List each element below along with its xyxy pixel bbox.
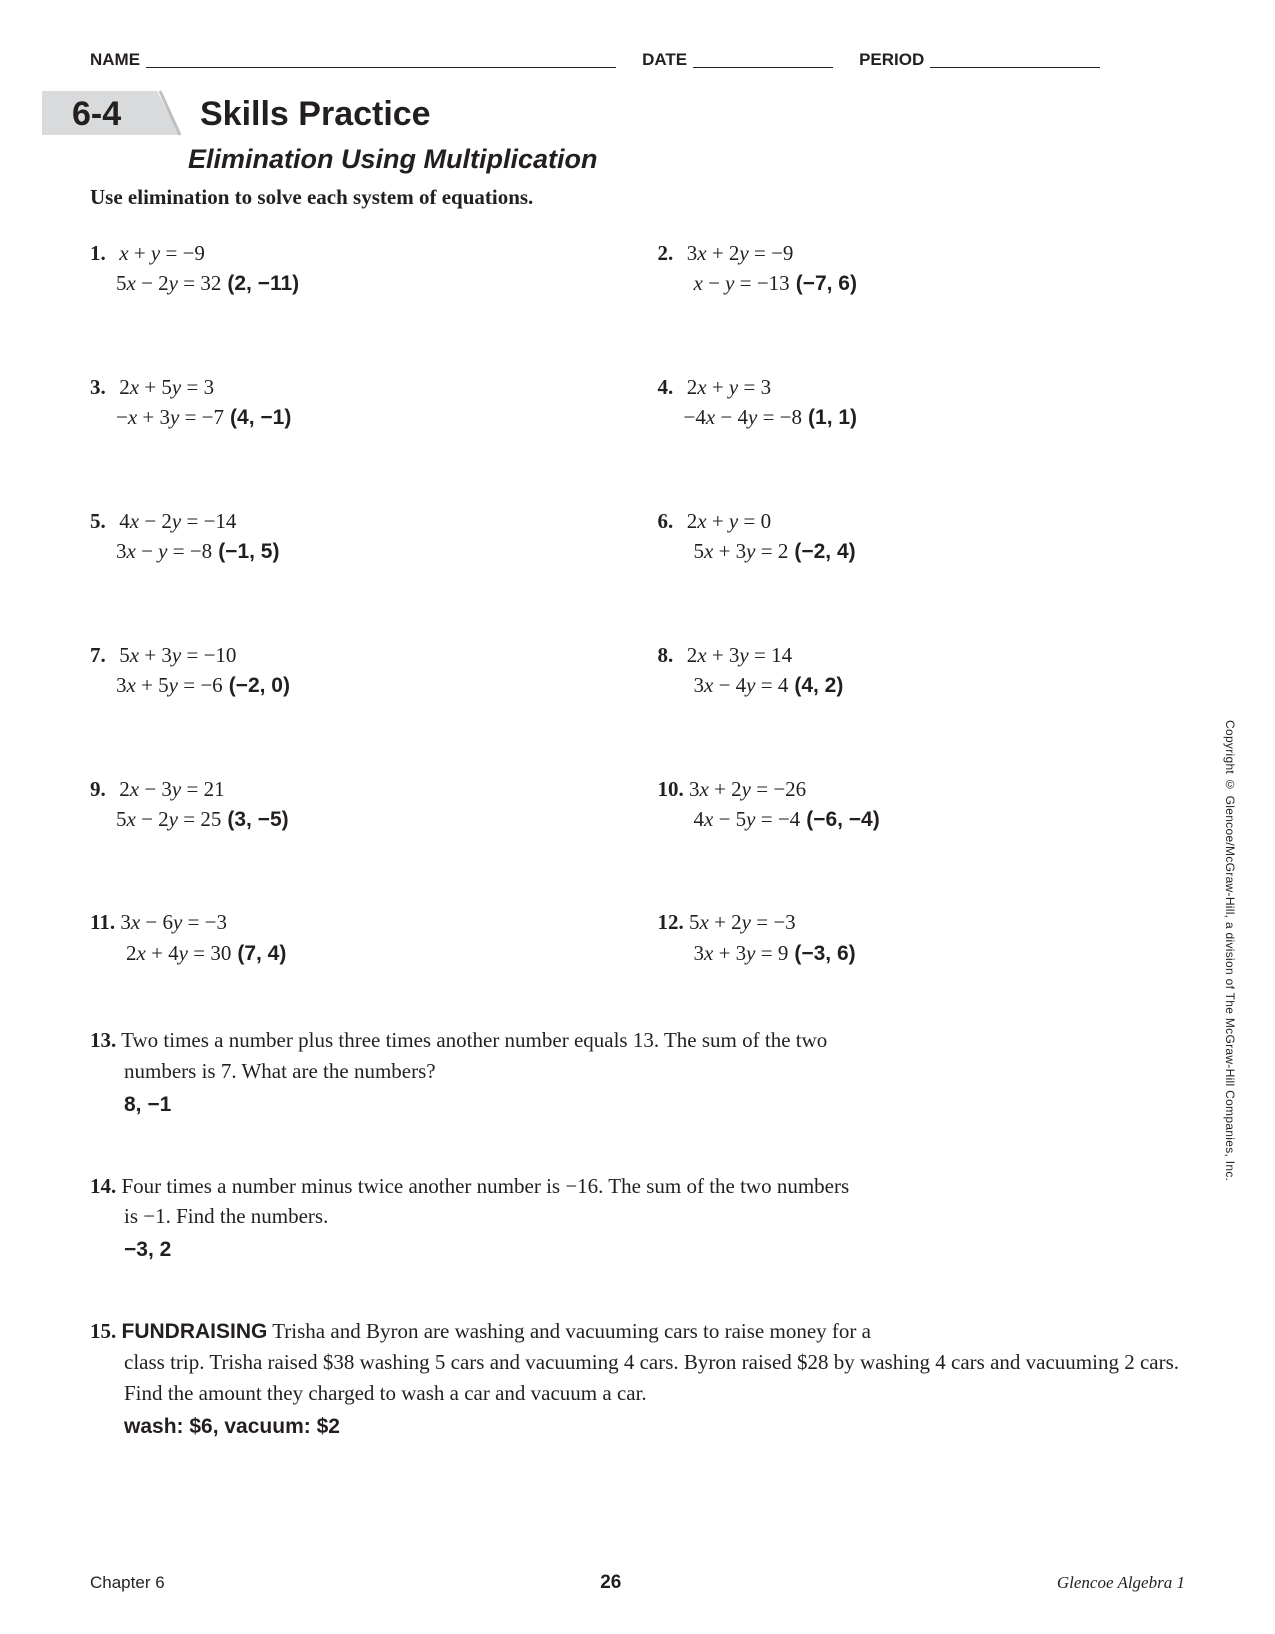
answer: (−1, 5)	[218, 540, 279, 563]
equation-2: 5x − 2y = 25	[116, 807, 221, 831]
answer: (−6, −4)	[806, 808, 880, 831]
equation-1: 5x + 3y = −10	[119, 643, 236, 667]
equation-1: 2x − 3y = 21	[119, 777, 224, 801]
problem-number: 3.	[90, 372, 114, 402]
problem-text-rest: is −1. Find the numbers.	[90, 1201, 1185, 1231]
equation-2: 3x + 3y = 9	[694, 941, 789, 965]
problem-number: 15.	[90, 1316, 116, 1346]
word-problem: 13. Two times a number plus three times …	[90, 1025, 1185, 1120]
problems-grid: 1. x + y = −9 5x − 2y = 32 (2, −11) 2. 3x +…	[90, 238, 1185, 969]
word-problem: 14. Four times a number minus twice anot…	[90, 1171, 1185, 1266]
equation-2: −x + 3y = −7	[116, 405, 224, 429]
answer: −3, 2	[90, 1235, 1185, 1265]
problem-number: 1.	[90, 238, 114, 268]
problem: 11. 3x − 6y = −3 2x + 4y = 30 (7, 4)	[90, 907, 618, 969]
lesson-number: 6-4	[72, 95, 121, 133]
equation-1: 2x + 3y = 14	[687, 643, 792, 667]
copyright-notice: Copyright © Glencoe/McGraw-Hill, a divis…	[1223, 720, 1237, 1181]
answer: (7, 4)	[237, 942, 286, 965]
answer: (−3, 6)	[794, 942, 855, 965]
lesson-title: Skills Practice	[200, 95, 431, 133]
problem-text-rest: class trip. Trisha raised $38 washing 5 …	[90, 1347, 1185, 1408]
lesson-subtitle: Elimination Using Multiplication	[188, 144, 1185, 175]
problem-number: 4.	[658, 372, 682, 402]
equation-2: 3x + 5y = −6	[116, 673, 223, 697]
problem-text-rest: numbers is 7. What are the numbers?	[90, 1056, 1185, 1086]
problem: 5. 4x − 2y = −14 3x − y = −8 (−1, 5)	[90, 506, 618, 568]
lesson-banner: 6-4 Skills Practice	[42, 88, 1185, 138]
problem-text-line1: Two times a number plus three times anot…	[121, 1028, 827, 1052]
answer: 8, −1	[90, 1090, 1185, 1120]
problem: 4. 2x + y = 3 −4x − 4y = −8(1, 1)	[658, 372, 1186, 434]
answer: (2, −11)	[227, 272, 299, 295]
equation-2: 2x + 4y = 30	[126, 941, 231, 965]
problem-number: 10.	[658, 774, 684, 804]
equation-2: −4x − 4y = −8	[684, 405, 803, 429]
equation-1: 2x + y = 3	[687, 375, 771, 399]
equation-1: 2x + 5y = 3	[119, 375, 214, 399]
problem: 2. 3x + 2y = −9 x − y = −13 (−7, 6)	[658, 238, 1186, 300]
answer: (4, 2)	[794, 674, 843, 697]
equation-2: 5x − 2y = 32	[116, 271, 221, 295]
problem-number: 9.	[90, 774, 114, 804]
problem-heading: FUNDRAISING	[122, 1320, 268, 1343]
problem-number: 6.	[658, 506, 682, 536]
problem-number: 5.	[90, 506, 114, 536]
answer: (−7, 6)	[796, 272, 857, 295]
answer: wash: $6, vacuum: $2	[90, 1412, 1185, 1442]
problem: 10. 3x + 2y = −26 4x − 5y = −4(−6, −4)	[658, 774, 1186, 836]
problem-number: 8.	[658, 640, 682, 670]
problem: 12. 5x + 2y = −3 3x + 3y = 9(−3, 6)	[658, 907, 1186, 969]
problem-text-line1: Trisha and Byron are washing and vacuumi…	[272, 1319, 871, 1343]
answer: (−2, 0)	[229, 674, 290, 697]
word-problems: 13. Two times a number plus three times …	[90, 1025, 1185, 1442]
problem-number: 7.	[90, 640, 114, 670]
equation-1: x + y = −9	[119, 241, 205, 265]
answer: (4, −1)	[230, 406, 291, 429]
problem-number: 11.	[90, 907, 115, 937]
problem-text-line1: Four times a number minus twice another …	[122, 1174, 850, 1198]
equation-2: 5x + 3y = 2	[694, 539, 789, 563]
equation-1: 3x + 2y = −9	[687, 241, 794, 265]
date-label: DATE	[642, 50, 687, 70]
answer: (1, 1)	[808, 406, 857, 429]
word-problem: 15. FUNDRAISING Trisha and Byron are was…	[90, 1316, 1185, 1443]
period-label: PERIOD	[859, 50, 924, 70]
answer: (−2, 4)	[794, 540, 855, 563]
problem-number: 2.	[658, 238, 682, 268]
equation-2: 3x − y = −8	[116, 539, 212, 563]
problem: 6. 2x + y = 0 5x + 3y = 2(−2, 4)	[658, 506, 1186, 568]
equation-1: 2x + y = 0	[687, 509, 771, 533]
footer-book: Glencoe Algebra 1	[1057, 1573, 1185, 1593]
footer-page: 26	[600, 1572, 621, 1594]
problem: 9. 2x − 3y = 21 5x − 2y = 25 (3, −5)	[90, 774, 618, 836]
equation-1: 3x + 2y = −26	[689, 777, 806, 801]
equation-1: 3x − 6y = −3	[120, 910, 227, 934]
equation-2: 3x − 4y = 4	[694, 673, 789, 697]
equation-2: x − y = −13	[694, 271, 790, 295]
page-footer: Chapter 6 26 Glencoe Algebra 1	[90, 1572, 1185, 1594]
problem-number: 14.	[90, 1171, 116, 1201]
footer-chapter: Chapter 6	[90, 1573, 165, 1593]
period-blank[interactable]	[930, 54, 1100, 68]
problem: 1. x + y = −9 5x − 2y = 32 (2, −11)	[90, 238, 618, 300]
problem-number: 12.	[658, 907, 684, 937]
problem: 8. 2x + 3y = 14 3x − 4y = 4(4, 2)	[658, 640, 1186, 702]
answer: (3, −5)	[227, 808, 288, 831]
worksheet-header: NAME DATE PERIOD	[90, 50, 1185, 70]
problem-number: 13.	[90, 1025, 116, 1055]
problem: 3. 2x + 5y = 3 −x + 3y = −7 (4, −1)	[90, 372, 618, 434]
name-label: NAME	[90, 50, 140, 70]
equation-1: 4x − 2y = −14	[119, 509, 236, 533]
instructions: Use elimination to solve each system of …	[90, 185, 1185, 210]
equation-1: 5x + 2y = −3	[689, 910, 796, 934]
name-blank[interactable]	[146, 54, 616, 68]
equation-2: 4x − 5y = −4	[694, 807, 801, 831]
problem: 7. 5x + 3y = −10 3x + 5y = −6 (−2, 0)	[90, 640, 618, 702]
date-blank[interactable]	[693, 54, 833, 68]
